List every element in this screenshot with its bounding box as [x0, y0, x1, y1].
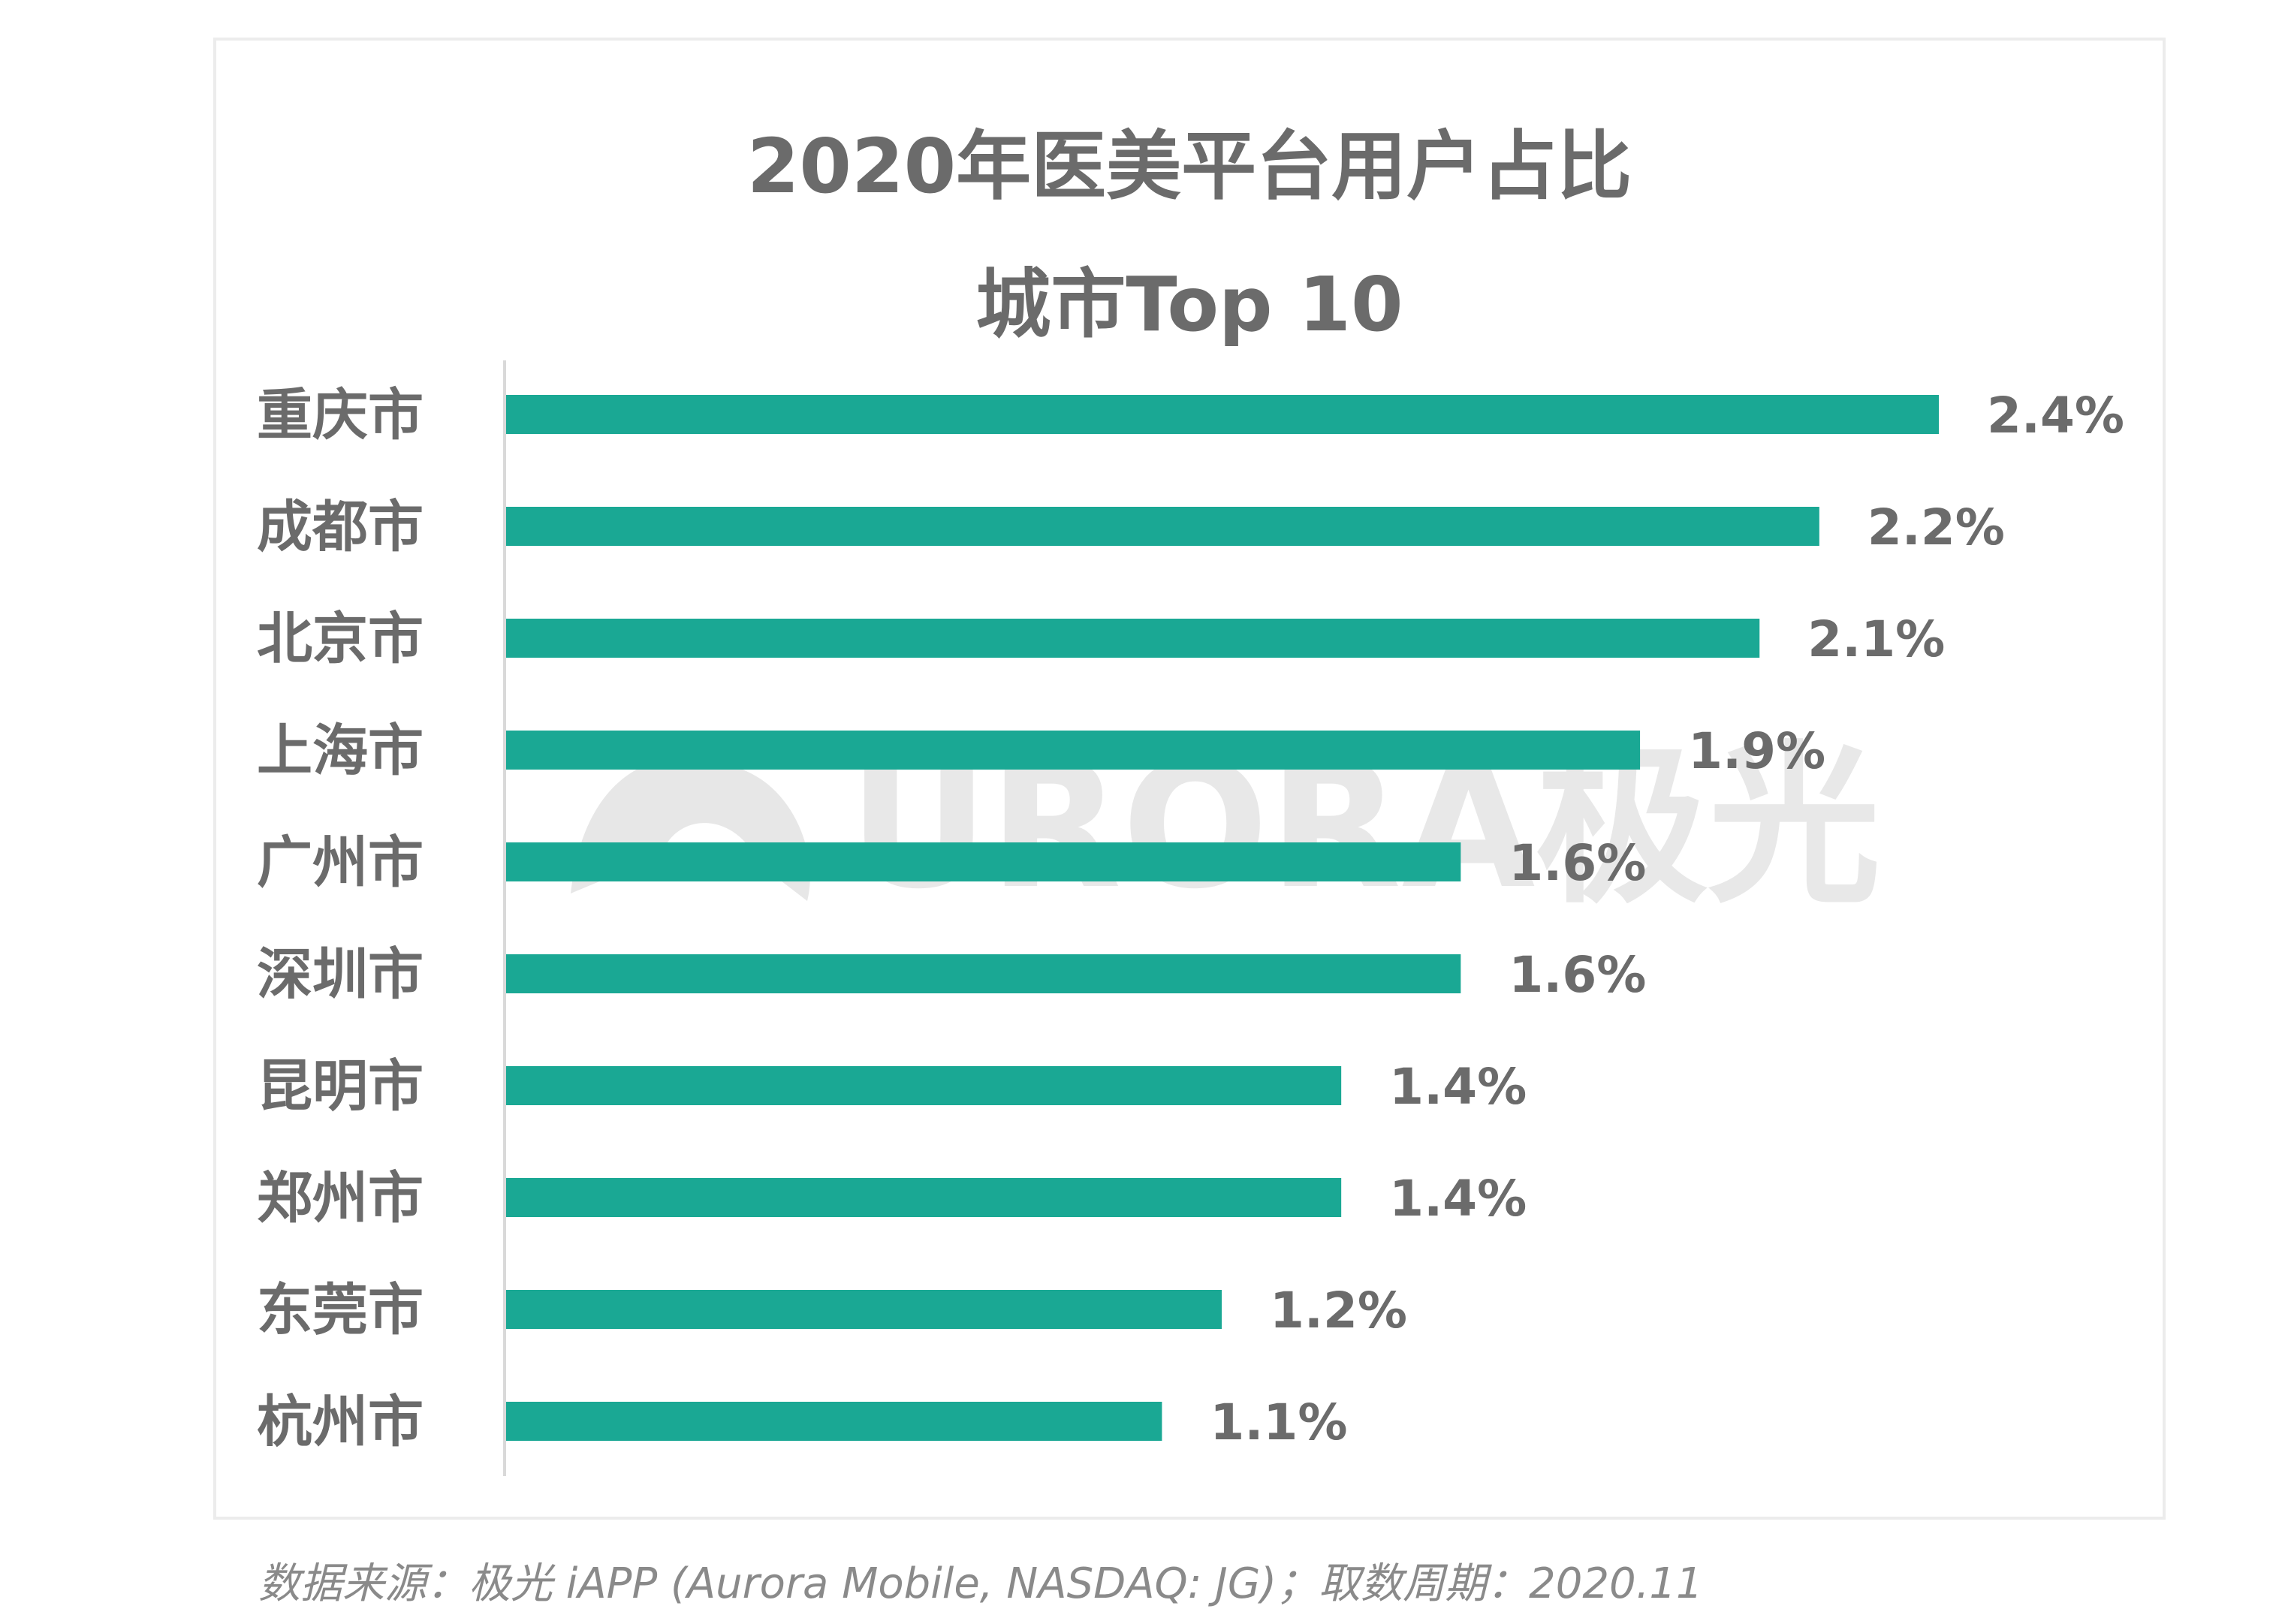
category-label: 成都市 — [257, 495, 424, 559]
value-labels: 2.4% 2.2% 2.1% 1.9% 1.6% 1.6% 1.4% 1.4% 1.2% 1.1% — [1210, 387, 2124, 1451]
source-note: 数据来源：极光 iAPP (Aurora Mobile, NASDAQ: JG)… — [258, 1559, 1703, 1608]
bar-4 — [506, 731, 1641, 770]
category-label: 杭州市 — [257, 1390, 424, 1454]
bar-5 — [506, 842, 1461, 881]
category-label: 深圳市 — [257, 942, 424, 1007]
bar-7 — [506, 1066, 1342, 1105]
category-label: 郑州市 — [257, 1166, 424, 1231]
chart-subtitle: 城市Top 10 — [975, 261, 1403, 348]
bar-10 — [506, 1402, 1162, 1441]
value-label: 1.2% — [1270, 1282, 1407, 1339]
category-label: 东莞市 — [257, 1278, 424, 1342]
category-label: 北京市 — [257, 607, 424, 671]
value-label: 2.1% — [1807, 610, 1945, 668]
value-label: 1.4% — [1389, 1058, 1527, 1116]
bar-6 — [506, 954, 1461, 993]
category-label: 昆明市 — [257, 1054, 424, 1119]
chart-frame — [213, 38, 2166, 1520]
category-label: 上海市 — [257, 719, 424, 783]
bar-8 — [506, 1178, 1342, 1217]
category-label: 重庆市 — [257, 383, 424, 447]
bar-3 — [506, 619, 1760, 658]
chart-title: 2020年医美平台用户占比 — [746, 122, 1632, 210]
value-label: 1.9% — [1688, 722, 1825, 780]
value-label: 2.2% — [1867, 499, 2005, 556]
value-label: 1.6% — [1509, 946, 1646, 1004]
value-label: 2.4% — [1987, 387, 2124, 444]
value-label: 1.1% — [1210, 1394, 1347, 1451]
bar-9 — [506, 1290, 1222, 1329]
value-label: 1.6% — [1509, 834, 1646, 892]
category-label: 广州市 — [257, 830, 424, 895]
value-label: 1.4% — [1389, 1170, 1527, 1228]
bar-2 — [506, 507, 1819, 546]
bars-layer — [506, 395, 1939, 1441]
bar-1 — [506, 395, 1939, 434]
